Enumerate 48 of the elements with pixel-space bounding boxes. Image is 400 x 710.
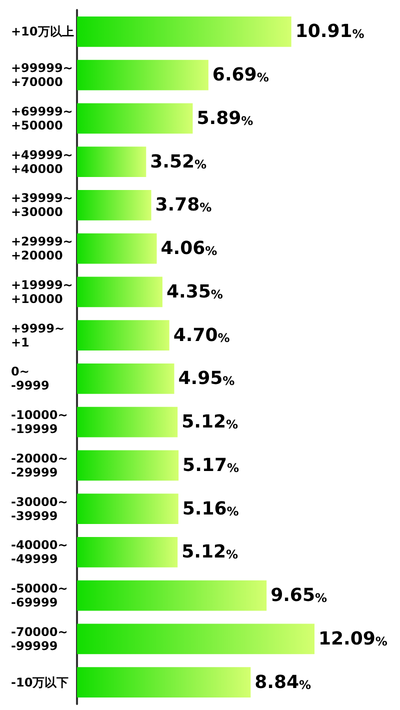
data-label: 6.69% <box>212 64 269 86</box>
y-tick-label: -10万以下 <box>11 675 69 690</box>
y-tick-label: -20000~ -29999 <box>11 451 68 480</box>
bar <box>77 537 178 568</box>
y-tick-label: +99999~ +70000 <box>11 61 73 90</box>
data-label: 9.65% <box>270 585 328 606</box>
y-tick-label: +19999~ +10000 <box>11 278 73 306</box>
data-label: 5.16% <box>182 498 239 520</box>
y-tick-label: -40000~ -49999 <box>11 538 68 566</box>
bar <box>77 667 251 698</box>
data-label: 5.12% <box>182 412 238 433</box>
bar <box>77 624 314 654</box>
bar <box>77 320 170 350</box>
data-label: 3.78% <box>155 194 212 216</box>
bar <box>77 450 179 481</box>
y-tick-label: -30000~ -39999 <box>11 494 68 523</box>
bar <box>77 580 267 611</box>
data-label: 12.09% <box>318 628 388 650</box>
data-label: 10.91% <box>295 21 364 42</box>
data-label: 5.89% <box>196 108 254 129</box>
y-tick-label: -70000~ -99999 <box>11 624 68 653</box>
bar <box>77 16 292 47</box>
y-tick-label: +49999~ +40000 <box>11 148 73 176</box>
bar <box>77 494 178 524</box>
bar <box>77 233 157 264</box>
y-tick-label: +29999~ +20000 <box>11 234 73 263</box>
y-tick-label: -10000~ -19999 <box>11 408 68 436</box>
bar <box>77 60 208 90</box>
data-label: 4.95% <box>178 368 235 390</box>
bar <box>77 406 178 438</box>
bar <box>77 103 193 134</box>
y-tick-label: +9999~ +1 <box>11 321 65 350</box>
data-label: 5.12% <box>182 542 238 563</box>
data-label: 4.06% <box>160 238 218 260</box>
y-tick-label: +10万以上 <box>11 24 74 39</box>
data-label: 8.84% <box>254 672 312 693</box>
bar <box>77 146 146 177</box>
bar <box>77 364 174 394</box>
data-label: 5.17% <box>182 454 240 476</box>
y-tick-label: -50000~ -69999 <box>11 582 68 610</box>
data-label: 4.35% <box>166 281 223 302</box>
bar <box>77 190 152 220</box>
data-label: 4.70% <box>173 324 230 346</box>
y-tick-label: +69999~ +50000 <box>11 104 73 132</box>
y-tick-label: +39999~ +30000 <box>11 191 73 220</box>
y-tick-label: 0~ -9999 <box>11 364 50 393</box>
bar <box>77 276 162 308</box>
data-label: 3.52% <box>150 151 207 172</box>
